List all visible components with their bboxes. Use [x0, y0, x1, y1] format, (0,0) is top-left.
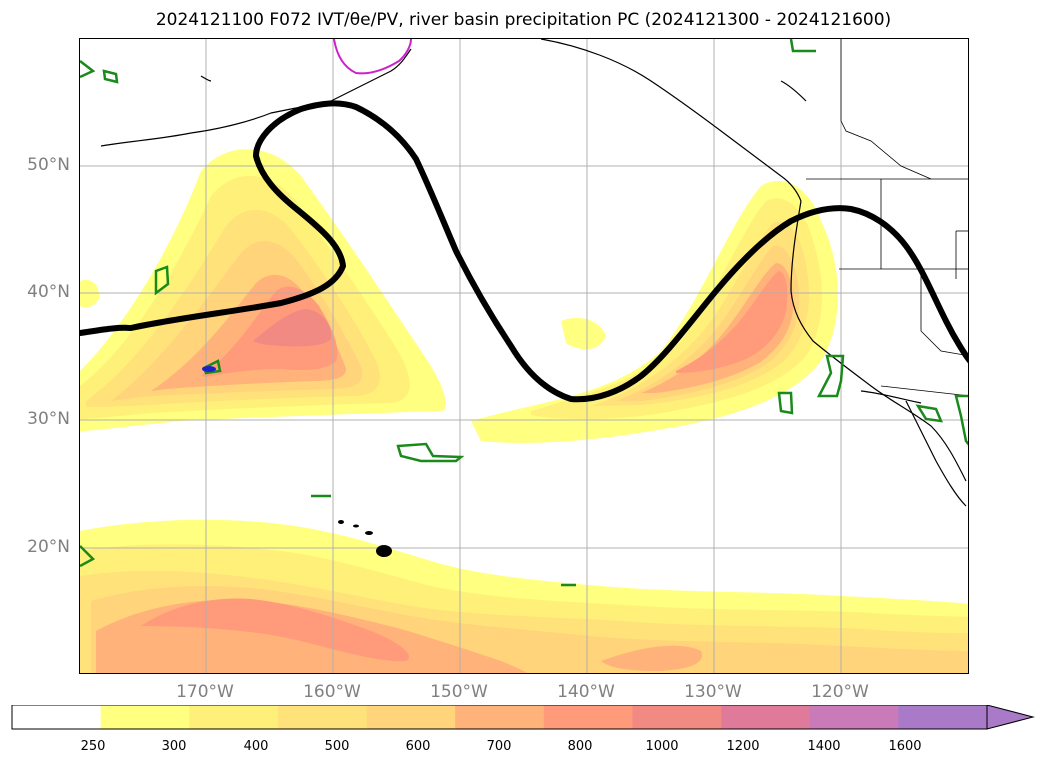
blue-marker — [202, 366, 216, 372]
colorbar-cell — [632, 705, 722, 729]
colorbar — [11, 705, 1035, 730]
colorbar-tick-800: 800 — [567, 739, 593, 754]
thetae-contour — [80, 100, 968, 403]
colorbar-tick-250: 250 — [80, 739, 106, 754]
graticule — [80, 39, 968, 673]
colorbar-cell — [721, 705, 811, 729]
lon-label-130w: 130°W — [684, 682, 742, 702]
colorbar-tick-700: 700 — [486, 739, 512, 754]
colorbar-cell — [12, 705, 102, 729]
hawaii-islands — [338, 520, 392, 557]
colorbar-cell — [898, 705, 988, 729]
colorbar-cell — [366, 705, 456, 729]
map-title: 2024121100 F072 IVT/θe/PV, river basin p… — [155, 10, 892, 30]
political-borders — [806, 39, 968, 397]
colorbar-tick-1600: 1600 — [888, 739, 922, 754]
colorbar-tick-1400: 1400 — [807, 739, 841, 754]
colorbar-tick-1000: 1000 — [645, 739, 679, 754]
lat-label-50n: 50°N — [27, 155, 70, 175]
colorbar-cell — [809, 705, 899, 729]
ivt-band-south — [80, 519, 968, 673]
colorbar-tick-300: 300 — [161, 739, 187, 754]
lon-label-170w: 170°W — [176, 682, 234, 702]
colorbar-cell — [543, 705, 633, 729]
colorbar-cell — [277, 705, 368, 729]
colorbar-cell — [100, 705, 190, 729]
ivt-plume-west — [80, 149, 446, 431]
lon-label-120w: 120°W — [811, 682, 869, 702]
pv-contour — [333, 39, 412, 75]
map-panel — [79, 38, 969, 674]
colorbar-extend-arrow — [986, 705, 1035, 730]
colorbar-tick-600: 600 — [405, 739, 431, 754]
colorbar-tick-500: 500 — [324, 739, 350, 754]
lat-label-20n: 20°N — [27, 537, 70, 557]
map-canvas — [80, 39, 968, 673]
lat-label-30n: 30°N — [27, 409, 70, 429]
colorbar-cell — [455, 705, 545, 729]
colorbar-tick-400: 400 — [243, 739, 269, 754]
ivt-plume-east — [471, 180, 838, 443]
lon-label-150w: 150°W — [430, 682, 488, 702]
colorbar-cell — [189, 705, 279, 729]
basin-contours — [80, 39, 968, 587]
lon-label-140w: 140°W — [557, 682, 615, 702]
lat-label-40n: 40°N — [27, 282, 70, 302]
colorbar-tick-1200: 1200 — [726, 739, 760, 754]
lon-label-160w: 160°W — [303, 682, 361, 702]
